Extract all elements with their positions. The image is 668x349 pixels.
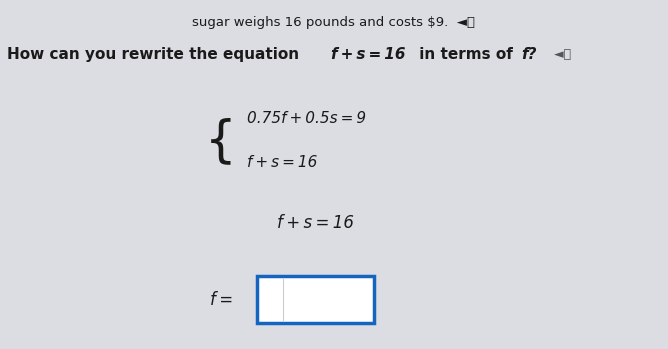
FancyBboxPatch shape [257, 276, 374, 323]
Text: 0.75f + 0.5s = 9: 0.75f + 0.5s = 9 [247, 111, 366, 126]
Text: in terms of: in terms of [414, 47, 518, 61]
Text: f?: f? [521, 47, 536, 61]
Text: f + s = 16: f + s = 16 [277, 214, 354, 232]
Text: f =: f = [210, 291, 234, 309]
Text: f + s = 16: f + s = 16 [247, 155, 317, 170]
Text: f + s = 16: f + s = 16 [331, 47, 405, 61]
Text: How can you rewrite the equation: How can you rewrite the equation [7, 47, 304, 61]
Text: ◄⧸: ◄⧸ [546, 47, 572, 61]
Text: sugar weighs 16 pounds and costs $9.  ◄⧸: sugar weighs 16 pounds and costs $9. ◄⧸ [192, 16, 476, 29]
Text: {: { [204, 117, 236, 165]
